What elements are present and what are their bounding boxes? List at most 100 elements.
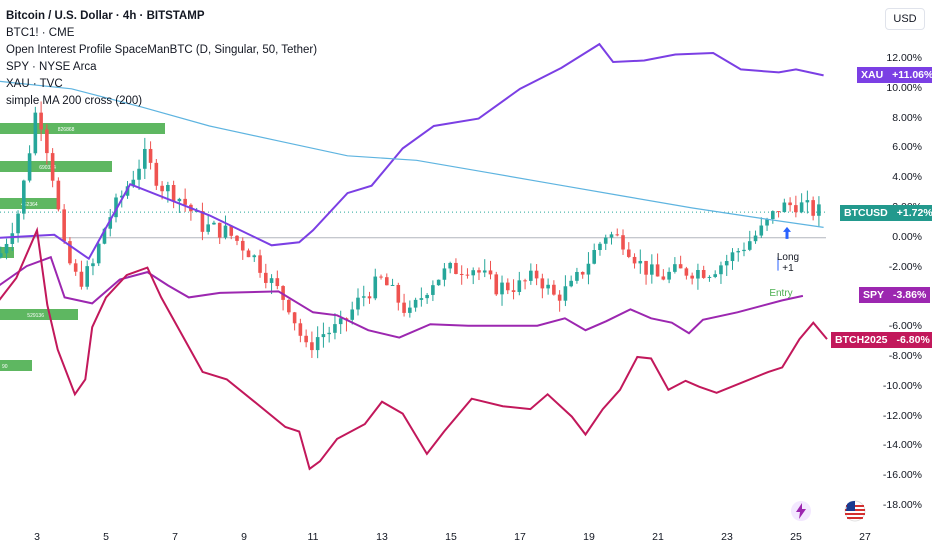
x-tick-label: 5 — [103, 531, 109, 543]
candle-body — [91, 263, 95, 267]
candle-body — [143, 148, 147, 169]
candle-body — [281, 286, 285, 300]
y-tick-label: -18.00% — [882, 499, 922, 511]
candle-body — [724, 261, 729, 266]
legend-btc1[interactable]: BTC1! · CME — [6, 27, 75, 39]
legend-xau[interactable]: XAU · TVC — [6, 78, 63, 90]
lightning-icon[interactable] — [790, 500, 812, 522]
series-line-xau — [0, 42, 824, 261]
candle-body — [408, 307, 412, 313]
oi-bar-label: 529136 — [27, 313, 44, 319]
candle-body — [638, 260, 643, 264]
btcusd-tag-name: BTCUSD — [844, 207, 888, 219]
oi-bar — [0, 161, 112, 172]
candle-body — [580, 271, 585, 275]
long-label[interactable]: Long +1 — [774, 252, 802, 274]
candle-body — [171, 185, 176, 202]
x-tick-label: 17 — [514, 531, 526, 543]
candle-body — [298, 323, 303, 336]
candle-body — [805, 200, 810, 203]
candle-body — [350, 309, 355, 320]
candle-body — [644, 260, 648, 275]
candle-body — [217, 222, 222, 238]
currency-button[interactable]: USD — [885, 8, 925, 30]
candle-body — [632, 256, 637, 264]
candle-body — [33, 112, 38, 154]
candle-body — [177, 198, 182, 202]
candle-body — [517, 280, 522, 292]
candle-body — [166, 185, 170, 192]
oi-bar-label: 90 — [2, 364, 8, 370]
x-tick-label: 19 — [583, 531, 595, 543]
candle-body — [79, 271, 84, 287]
btch2025-price-tag: BTCH2025 -6.80% — [831, 332, 932, 348]
candle-body — [431, 285, 435, 295]
candle-body — [742, 249, 746, 252]
x-tick-label: 25 — [790, 531, 802, 543]
y-tick-label: -8.00% — [888, 350, 922, 362]
legend-main-symbol[interactable]: Bitcoin / U.S. Dollar · 4h · BITSTAMP — [6, 10, 205, 22]
candle-body — [402, 302, 406, 313]
y-tick-label: -6.00% — [888, 320, 922, 333]
spy-tag-name: SPY — [863, 289, 885, 301]
candle-body — [626, 249, 631, 257]
candle-body — [384, 277, 389, 286]
legend-oi-profile[interactable]: Open Interest Profile SpaceManBTC (D, Si… — [6, 44, 318, 56]
legend-ma[interactable]: simple MA 200 cross (200) — [6, 95, 143, 107]
spy-price-tag: SPY -3.86% — [859, 287, 931, 303]
candle-body — [546, 284, 550, 289]
candle-body — [62, 209, 66, 242]
y-tick-label: 12.00% — [886, 52, 922, 64]
candle-body — [488, 270, 493, 275]
candle-body — [183, 198, 187, 205]
candle-body — [333, 324, 337, 333]
y-tick-label: 0.00% — [892, 230, 922, 243]
candle-body — [119, 195, 124, 198]
us-flag-icon[interactable] — [844, 500, 866, 522]
candle-body — [269, 278, 274, 283]
candle-body — [102, 228, 107, 244]
candle-body — [505, 282, 510, 291]
candle-body — [45, 129, 49, 154]
candle-body — [442, 268, 447, 280]
candle-body — [655, 264, 660, 277]
entry-label[interactable]: Entry — [766, 288, 796, 299]
candle-body — [258, 255, 262, 273]
candle-body — [321, 334, 326, 338]
candle-body — [690, 275, 694, 279]
x-tick-label: 9 — [241, 531, 247, 543]
btcusd-candles — [0, 101, 821, 359]
x-tick-label: 11 — [307, 531, 319, 543]
candle-body — [817, 204, 821, 216]
candle-body — [425, 294, 429, 299]
y-tick-label: -14.00% — [882, 439, 922, 452]
candle-body — [707, 276, 712, 278]
candle-body — [413, 299, 418, 308]
candle-body — [0, 253, 3, 258]
candle-body — [194, 211, 199, 213]
series-line-spy — [0, 255, 804, 339]
candle-body — [661, 276, 666, 280]
oi-bar-label: 690334 — [39, 165, 56, 171]
candle-body — [759, 225, 764, 236]
y-tick-label: 6.00% — [892, 141, 922, 154]
btcusd-tag-value: +1.72% — [896, 207, 932, 219]
candle-body — [615, 234, 620, 236]
legend-spy[interactable]: SPY · NYSE Arca — [6, 61, 97, 73]
candle-body — [569, 280, 573, 287]
candle-body — [154, 162, 159, 186]
candle-body — [223, 225, 228, 238]
candle-body — [315, 337, 320, 351]
candle-body — [200, 211, 205, 232]
spy-tag-value: -3.86% — [893, 289, 927, 301]
candle-body — [592, 250, 597, 264]
oi-bar — [0, 198, 60, 209]
candle-body — [678, 264, 683, 269]
legend: Bitcoin / U.S. Dollar · 4h · BITSTAMP BT… — [6, 8, 317, 110]
xau-tag-value: +11.06% — [892, 69, 932, 81]
candle-body — [552, 284, 556, 295]
candle-body — [275, 278, 280, 287]
xau-tag-name: XAU — [861, 69, 884, 81]
candle-body — [50, 153, 55, 181]
